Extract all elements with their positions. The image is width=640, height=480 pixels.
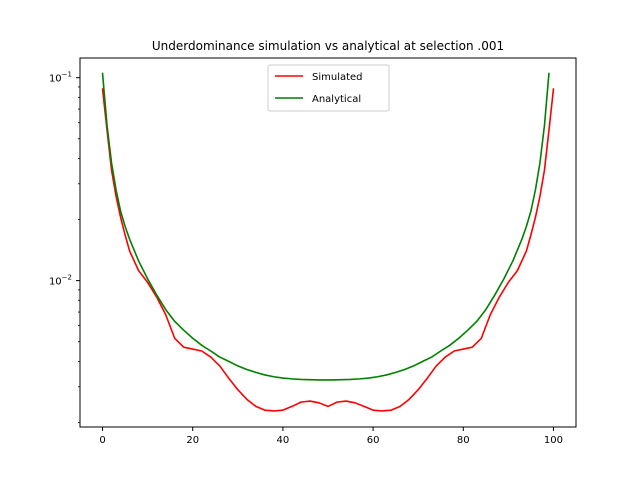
y-axis: 10−2 10−1 [49,71,80,423]
x-tick-label: 100 [544,435,563,446]
y-tick-label: 10−2 [49,274,72,288]
legend-label-analytical: Analytical [312,94,361,105]
series-layer [101,72,555,412]
x-tick-label: 0 [99,435,105,446]
chart-title: Underdominance simulation vs analytical … [152,39,504,53]
x-tick-label: 60 [367,435,380,446]
series-line-analytical [101,72,550,381]
y-tick-label: 10−1 [49,71,72,85]
x-tick-label: 40 [277,435,290,446]
x-tick-label: 20 [186,435,199,446]
plot-frame [79,57,577,428]
legend: Simulated Analytical [267,64,390,112]
x-axis: 0 20 40 60 80 100 [99,427,563,446]
series-line-simulated [101,88,555,412]
legend-label-simulated: Simulated [312,72,363,83]
x-tick-label: 80 [457,435,470,446]
